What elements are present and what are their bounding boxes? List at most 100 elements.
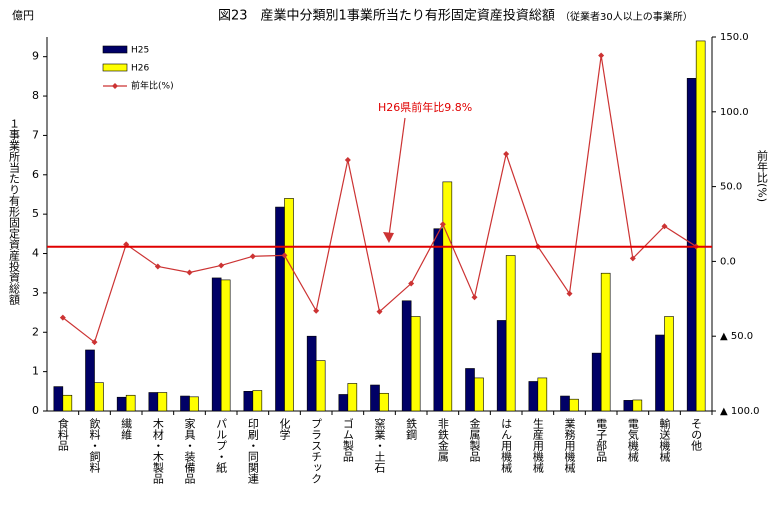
bar — [275, 206, 285, 412]
y-tick-label: 4 — [32, 247, 39, 260]
bar — [148, 392, 159, 412]
y2-tick-label: 100.0 — [720, 107, 749, 118]
ratio-marker — [408, 280, 415, 287]
bar — [338, 394, 349, 412]
y2-axis-label: 前年比(%) — [756, 149, 769, 202]
x-tick-label: 生産用機械 — [531, 417, 544, 474]
bar — [695, 40, 706, 412]
y2-tick-label: 0.0 — [720, 256, 736, 267]
bar — [401, 300, 412, 412]
annotation: H26県前年比9.8% — [378, 100, 472, 114]
bar — [157, 392, 168, 412]
ratio-marker — [154, 263, 161, 270]
chart-title: 図23 産業中分類別1事業所当たり有形固定資産投資総額 — [218, 8, 555, 24]
ratio-marker — [566, 290, 573, 297]
y-tick-label: 2 — [32, 325, 39, 338]
bar — [474, 377, 484, 412]
bar — [211, 277, 222, 412]
x-tick-label: 業務用機械 — [563, 418, 576, 474]
bar — [315, 360, 326, 412]
y2-tick-label: ▲ 100.0 — [720, 406, 760, 417]
ratio-marker — [218, 262, 225, 269]
arrow-head — [383, 232, 394, 243]
x-tick-label: 印刷・同関連 — [246, 418, 259, 484]
bar — [180, 395, 190, 412]
ratio-marker — [91, 339, 98, 346]
bar — [686, 78, 697, 412]
x-tick-label: 鉄鋼 — [405, 417, 418, 441]
x-tick-label: その他 — [690, 418, 703, 451]
legend-swatch — [102, 63, 128, 72]
ratio-marker — [313, 307, 320, 314]
y2-tick-label: ▲ 50.0 — [720, 331, 753, 342]
bar — [442, 181, 453, 412]
y-tick-label: 5 — [32, 207, 39, 220]
y-tick-label: 6 — [32, 168, 39, 181]
bar — [496, 320, 507, 412]
y-axis-label: １事業所当たり有形固定資産投資総額 — [8, 118, 21, 306]
legend-marker — [112, 83, 118, 89]
bar — [252, 390, 263, 412]
ratio-marker — [376, 308, 383, 315]
bar — [306, 335, 317, 412]
ratio-marker — [503, 150, 510, 157]
legend-label: H25 — [131, 46, 149, 56]
x-tick-label: 化学 — [278, 417, 291, 440]
x-tick-label: はん用機械 — [500, 418, 513, 474]
bar — [347, 383, 358, 412]
legend-label: 前年比(%) — [131, 80, 174, 92]
bar — [243, 391, 254, 412]
y-tick-label: 3 — [32, 286, 39, 299]
bar — [433, 228, 444, 412]
bar — [537, 377, 548, 412]
x-tick-label: 金属製品 — [468, 417, 481, 462]
bar — [560, 395, 570, 412]
ratio-marker — [629, 255, 636, 262]
bar — [284, 198, 294, 412]
ratio-marker — [661, 223, 668, 230]
y-tick-label: 7 — [32, 128, 39, 141]
y-unit: 億円 — [12, 9, 34, 22]
bar — [465, 368, 475, 412]
x-tick-label: 飲料・飼料 — [88, 417, 101, 474]
y2-tick-label: 50.0 — [720, 182, 742, 193]
bar — [62, 394, 73, 412]
bar — [632, 399, 643, 412]
bar — [125, 394, 136, 412]
y-tick-label: 1 — [32, 365, 39, 378]
x-tick-label: 輸送機械 — [658, 417, 671, 463]
x-tick-label: プラスチック — [310, 418, 323, 484]
x-tick-label: 家具・装備品 — [183, 417, 196, 484]
legend-swatch — [102, 45, 128, 54]
ratio-marker — [439, 221, 446, 228]
x-tick-label: 非鉄金属 — [436, 418, 449, 463]
bar — [370, 384, 380, 412]
legend-label: H26 — [131, 64, 149, 74]
x-tick-label: 木材・木製品 — [151, 418, 164, 484]
bar — [505, 255, 516, 412]
bar — [116, 396, 127, 412]
ratio-marker — [281, 252, 288, 259]
y-tick-label: 9 — [32, 50, 39, 63]
bar — [189, 396, 199, 412]
bar — [664, 316, 674, 412]
ratio-marker — [249, 253, 256, 260]
x-tick-label: 窯業・土石 — [373, 417, 386, 473]
ratio-marker — [471, 294, 478, 301]
bar — [53, 386, 64, 412]
ratio-marker — [598, 52, 605, 59]
chart-subtitle: （従業者30人以上の事業所） — [560, 10, 693, 23]
bar — [655, 334, 665, 412]
x-tick-label: 電気機械 — [626, 418, 639, 463]
y-tick-label: 0 — [32, 404, 39, 417]
ratio-marker — [344, 156, 351, 163]
bar — [623, 400, 634, 412]
bar — [220, 279, 231, 412]
x-tick-label: ゴム製品 — [341, 417, 354, 462]
bar — [528, 381, 539, 412]
y-tick-label: 8 — [32, 89, 39, 102]
bar — [591, 352, 602, 412]
ratio-marker — [59, 314, 66, 321]
bar — [569, 398, 579, 412]
